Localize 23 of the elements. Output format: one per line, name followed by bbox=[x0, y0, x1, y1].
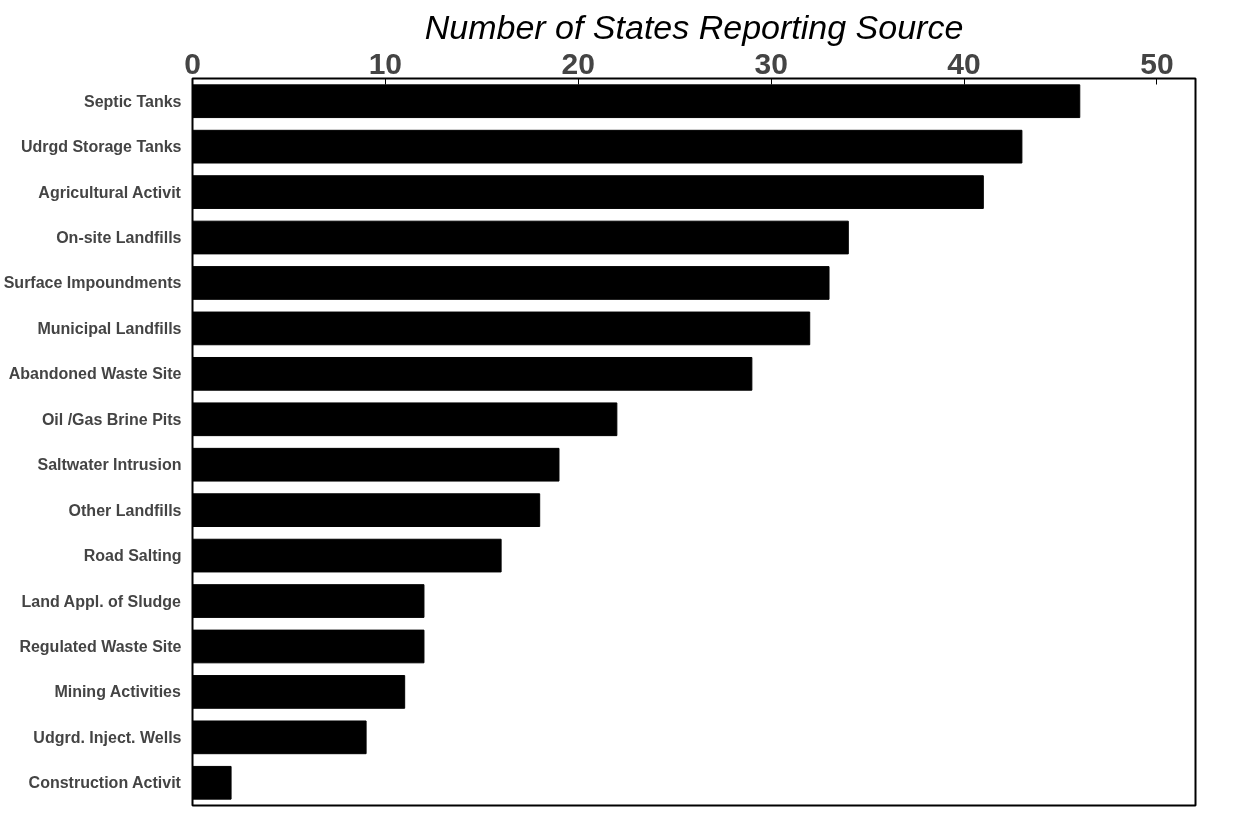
y-tick-label: Surface Impoundments bbox=[3, 274, 182, 292]
x-tick-label: 50 bbox=[1140, 46, 1174, 80]
chart-title: Number of States Reporting Source bbox=[424, 7, 964, 46]
y-tick-label: Construction Activit bbox=[28, 774, 182, 792]
x-tick-label: 20 bbox=[561, 46, 595, 80]
y-tick-label: On-site Landfills bbox=[56, 229, 182, 247]
y-tick-label: Land Appl. of Sludge bbox=[21, 592, 182, 610]
x-tick-label: 40 bbox=[947, 46, 981, 80]
y-tick-label: Mining Activities bbox=[54, 683, 182, 701]
y-tick-label: Saltwater Intrusion bbox=[37, 456, 182, 474]
y-tick-label: Oil /Gas Brine Pits bbox=[41, 410, 182, 428]
x-tick-label: 0 bbox=[184, 46, 201, 80]
y-tick-label: Udrgd Storage Tanks bbox=[20, 138, 182, 156]
y-tick-label: Abandoned Waste Site bbox=[8, 365, 182, 383]
y-tick-label: Regulated Waste Site bbox=[19, 637, 182, 655]
x-tick-label: 30 bbox=[754, 46, 788, 80]
y-tick-label: Municipal Landfills bbox=[37, 319, 182, 337]
y-tick-label: Udgrd. Inject. Wells bbox=[33, 728, 182, 746]
x-tick-label: 10 bbox=[368, 46, 403, 80]
y-tick-label: Road Salting bbox=[83, 547, 182, 565]
y-tick-label: Septic Tanks bbox=[83, 92, 182, 110]
y-tick-label: Agricultural Activit bbox=[38, 183, 182, 201]
y-tick-label: Other Landfills bbox=[68, 501, 182, 519]
